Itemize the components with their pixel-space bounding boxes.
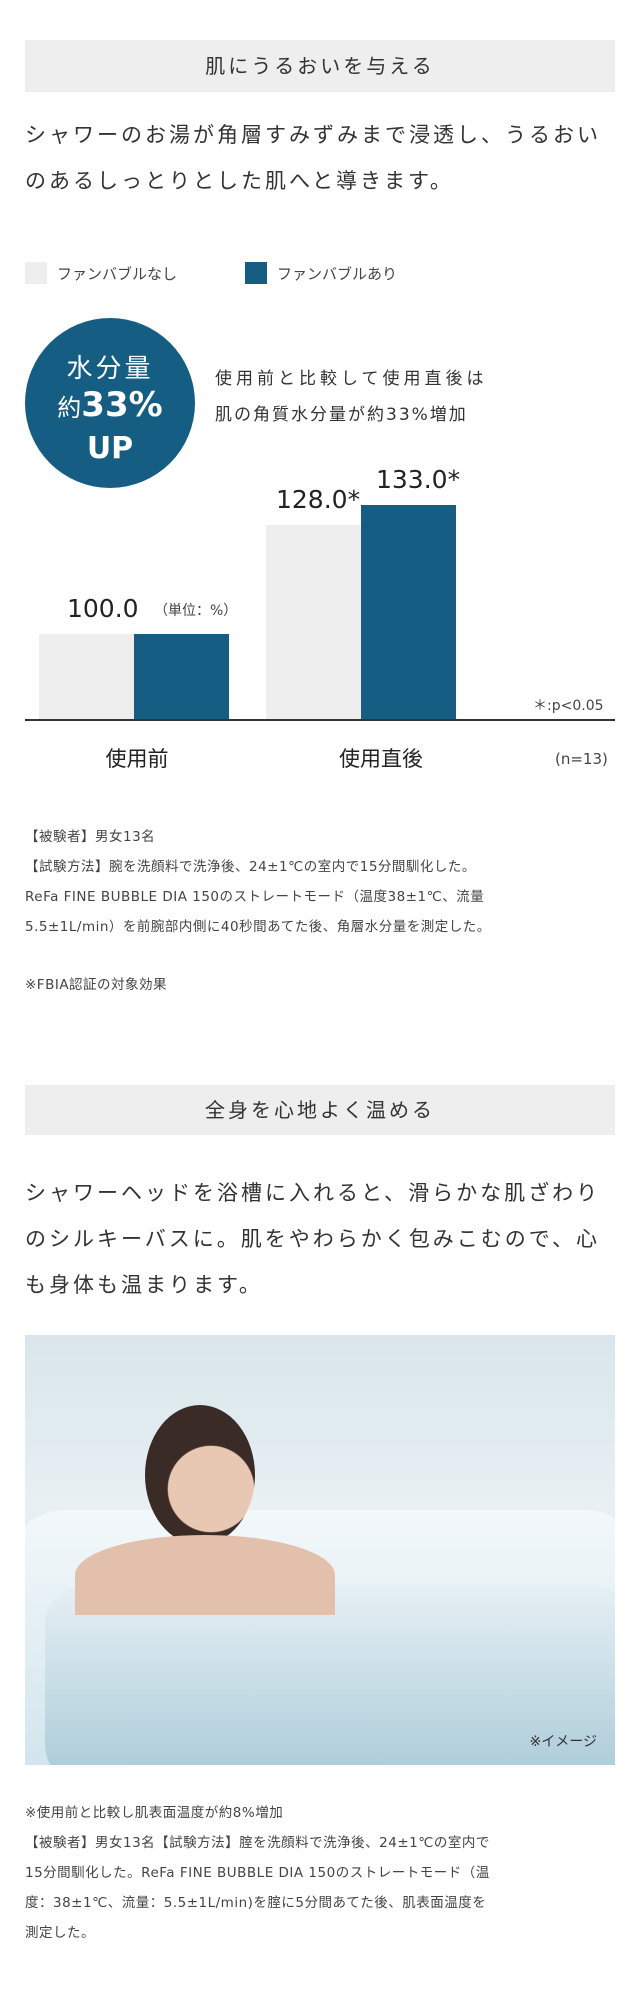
bar-without-1 (266, 524, 361, 719)
axis-line (25, 719, 615, 721)
certification-note: ※FBIA認証の対象効果 (25, 977, 168, 993)
legend-swatch (245, 262, 267, 284)
x-label-before: 使用前 (105, 747, 169, 771)
note-line: 【被験者】男女13名 (25, 829, 156, 845)
note-line: 【試験方法】腕を洗顔料で洗浄後、24±1℃の室内で15分間馴化した。 (25, 859, 476, 875)
n-label: (n=13) (555, 750, 608, 768)
moisture-badge: 水分量 約33% UP (25, 318, 195, 488)
water-shape (45, 1585, 615, 1765)
note-line: 度：38±1℃、流量：5.5±1L/min)を腟に5分間あてた後、肌表面温度を (25, 1895, 487, 1911)
note-line: 15分間馴化した。ReFa FINE BUBBLE DIA 150のストレートモ… (25, 1865, 490, 1881)
bar-value-label: 133.0* (376, 465, 461, 495)
bar-value-label: 100.0 (67, 594, 139, 623)
legend-label: ファンバブルなし (57, 264, 178, 283)
badge-prefix: 約 (57, 394, 82, 422)
bar-with-0 (134, 634, 229, 719)
badge-value: 33% (81, 385, 163, 425)
significance-note: ＊:p<0.05 (533, 698, 604, 714)
badge-caption-1: 使用前と比較して使用直後は (215, 369, 488, 389)
unit-label: （単位：%） (154, 603, 238, 619)
badge-caption-2: 肌の角質水分量が約33%増加 (215, 405, 468, 425)
legend-swatch (25, 262, 47, 284)
legend-item-with: ファンバブルあり (245, 262, 397, 284)
note-line: ReFa FINE BUBBLE DIA 150のストレートモード（温度38±1… (25, 889, 485, 905)
person-head (145, 1405, 255, 1545)
image-caption: ※イメージ (529, 1734, 597, 1750)
bar-without-0 (39, 634, 134, 719)
legend-label: ファンバブルあり (277, 264, 398, 283)
section2-lead: シャワーヘッドを浴槽に入れると、滑らかな肌ざわりのシルキーバスに。肌をやわらかく… (25, 1181, 601, 1297)
section1-heading: 肌にうるおいを与える (25, 40, 615, 92)
section1-lead: シャワーのお湯が角層すみずみまで浸透し、うるおいのあるしっとりとした肌へと導きま… (25, 123, 601, 193)
section1-notes: 【被験者】男女13名 【試験方法】腕を洗顔料で洗浄後、24±1℃の室内で15分間… (25, 822, 625, 942)
note-line: 5.5±1L/min）を前腕部内側に40秒間あてた後、角層水分量を測定した。 (25, 919, 491, 935)
bar-value-label: 128.0* (276, 484, 361, 514)
section2-notes: ※使用前と比較し肌表面温度が約8%増加 【被験者】男女13名【試験方法】腟を洗顔… (25, 1798, 625, 1948)
bath-image: ※イメージ (25, 1335, 615, 1765)
note-line: ※使用前と比較し肌表面温度が約8%増加 (25, 1805, 284, 1821)
bar-with-1 (361, 505, 456, 719)
badge-line1: 水分量 (66, 354, 154, 384)
badge-line3: UP (86, 431, 134, 466)
section2-heading: 全身を心地よく温める (25, 1085, 615, 1135)
note-line: 【被験者】男女13名【試験方法】腟を洗顔料で洗浄後、24±1℃の室内で (25, 1835, 490, 1851)
x-label-after: 使用直後 (339, 747, 423, 771)
note-line: 測定した。 (25, 1925, 95, 1941)
legend-item-without: ファンバブルなし (25, 262, 177, 284)
person-shoulders (75, 1535, 335, 1615)
